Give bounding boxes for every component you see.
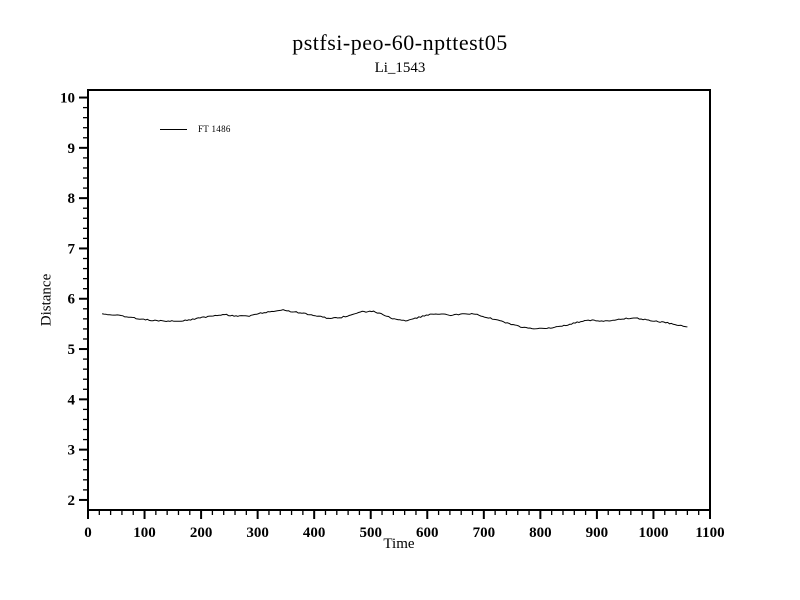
y-tick-label: 9 (68, 141, 76, 157)
x-tick-label: 800 (529, 525, 552, 541)
x-tick-label: 900 (586, 525, 609, 541)
chart-subtitle: Li_1543 (374, 60, 426, 76)
legend-line-swatch (160, 128, 187, 130)
y-tick-label: 7 (68, 241, 76, 257)
legend: FT 1486 (160, 124, 231, 134)
x-tick-label: 400 (303, 525, 326, 541)
x-tick-label: 100 (133, 525, 156, 541)
x-tick-label: 1000 (638, 525, 668, 541)
legend-label: FT 1486 (198, 124, 231, 134)
chart-title: pstfsi-peo-60-npttest05 (292, 30, 508, 55)
data-series-line (102, 309, 688, 330)
x-tick-label: 0 (84, 525, 92, 541)
x-tick-label: 500 (359, 525, 382, 541)
y-axis-title: Distance (38, 273, 55, 327)
x-tick-label: 300 (246, 525, 269, 541)
x-tick-label: 1100 (695, 525, 724, 541)
y-tick-label: 2 (68, 493, 76, 509)
x-tick-label: 700 (473, 525, 496, 541)
y-tick-label: 4 (68, 392, 76, 408)
x-tick-label: 600 (416, 525, 439, 541)
y-tick-label: 6 (68, 292, 76, 308)
y-tick-label: 8 (68, 191, 76, 207)
y-tick-label: 10 (60, 91, 75, 107)
y-tick-label: 3 (68, 443, 76, 459)
x-axis-title: Time (383, 536, 415, 552)
y-tick-label: 5 (68, 342, 76, 358)
x-tick-label: 200 (190, 525, 213, 541)
plot-frame (87, 89, 711, 511)
